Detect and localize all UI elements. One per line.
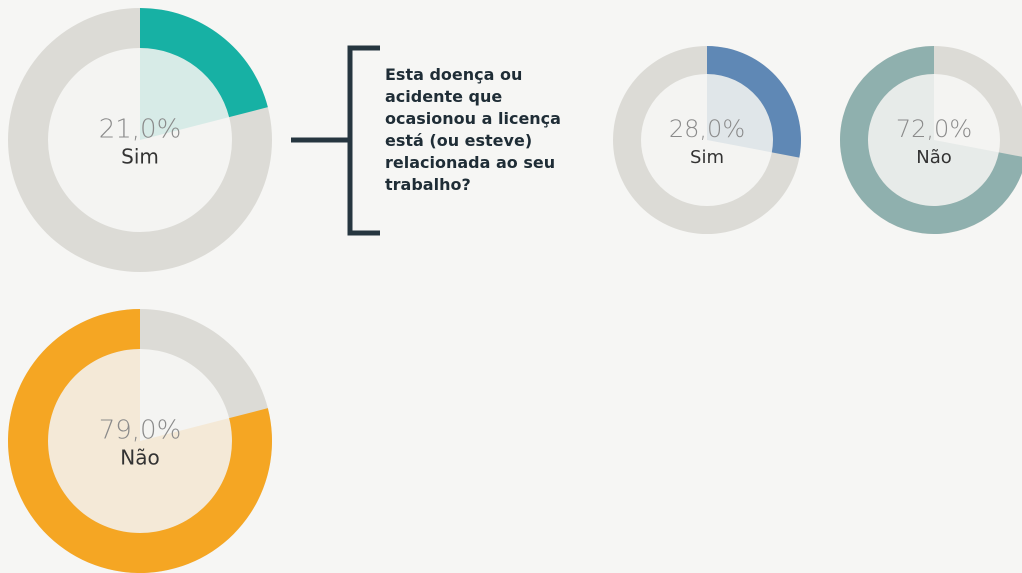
donut-inner bbox=[48, 349, 232, 533]
donut-sector-tint bbox=[868, 74, 999, 207]
donut-sector-tint bbox=[140, 48, 230, 140]
donut-inner bbox=[868, 74, 1000, 206]
donut-inner bbox=[48, 48, 232, 232]
donut-segment bbox=[7, 309, 272, 573]
donut-sector-tint bbox=[47, 349, 232, 533]
category-label: Sim bbox=[121, 145, 159, 169]
value-label: 72,0% bbox=[896, 115, 972, 143]
category-label: Não bbox=[916, 147, 952, 168]
value-label: 79,0% bbox=[99, 416, 182, 446]
category-label: Sim bbox=[690, 147, 724, 168]
category-label: Não bbox=[120, 446, 159, 470]
bracket bbox=[291, 45, 380, 236]
donut-segment bbox=[707, 46, 802, 158]
donut-inner bbox=[641, 74, 773, 206]
question-text: Esta doença ou acidente que ocasionou a … bbox=[385, 65, 561, 194]
value-label: 28,0% bbox=[669, 115, 745, 143]
donut-segment bbox=[140, 8, 268, 118]
donut-sector-tint bbox=[707, 74, 773, 153]
value-label: 21,0% bbox=[99, 115, 182, 145]
donut-segment bbox=[840, 46, 1022, 234]
